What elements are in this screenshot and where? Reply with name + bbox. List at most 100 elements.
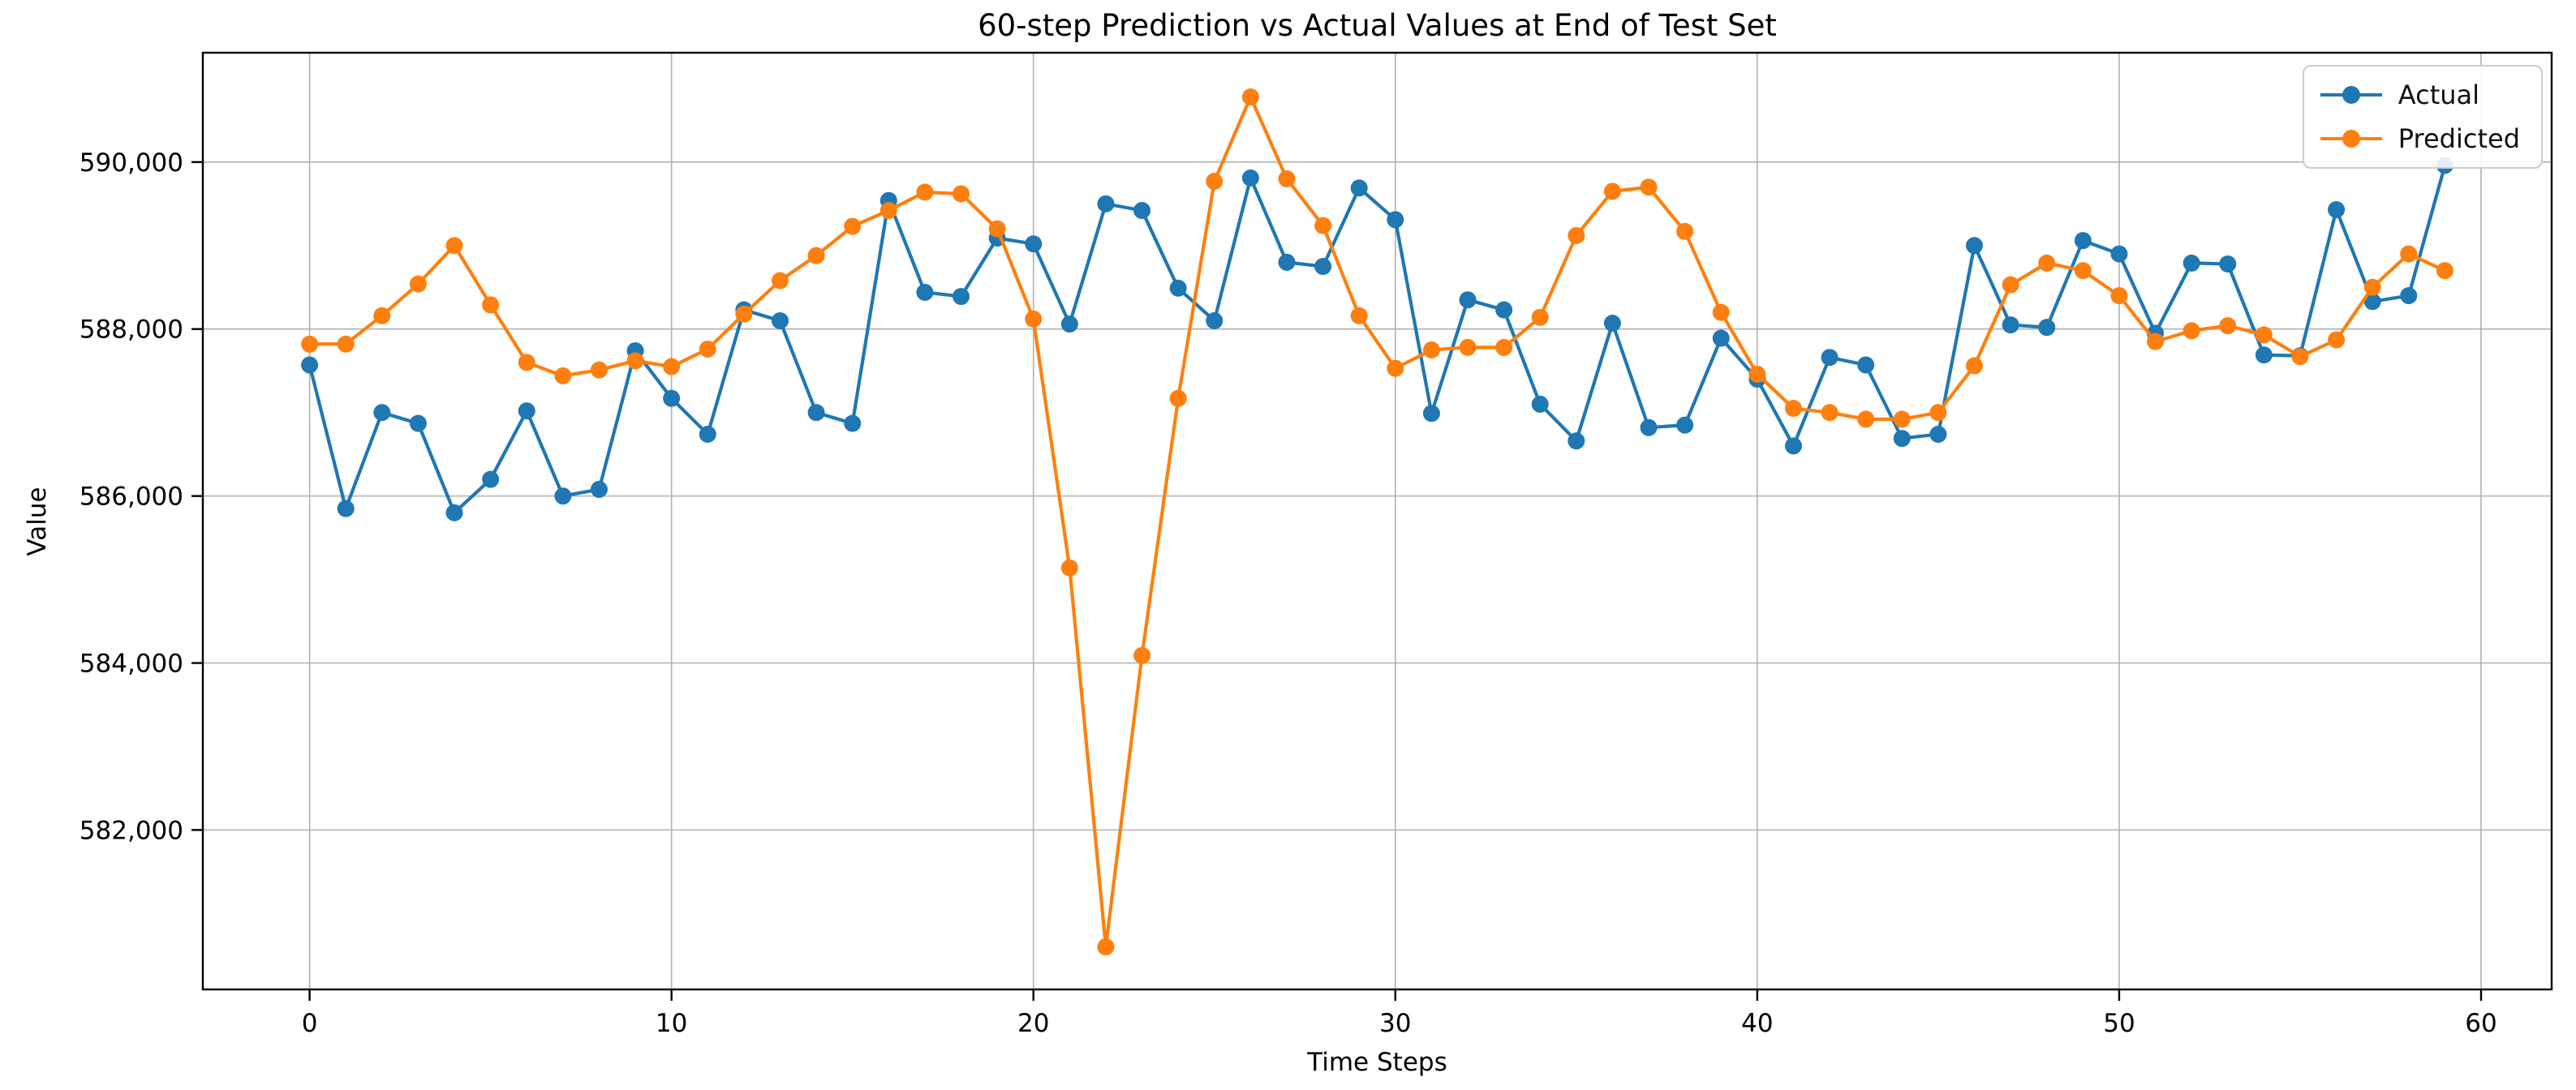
series-actual-marker [1676,416,1694,434]
y-tick-label: 582,000 [80,816,183,845]
series-actual-marker [1966,237,1984,255]
series-predicted-marker [844,217,862,235]
series-actual-marker [1784,437,1802,455]
series-actual-marker [1531,395,1549,413]
series-predicted-marker [1603,182,1621,200]
series-actual-marker [1893,430,1911,448]
series-predicted-marker [445,237,463,255]
series-predicted-marker [518,354,535,371]
series-predicted-line [307,95,2447,949]
series-predicted-marker [1241,88,1259,106]
series-predicted-marker [2038,254,2056,272]
series-actual-marker [2110,245,2128,263]
series-predicted-marker [1097,938,1115,955]
series-predicted-marker [1278,170,1296,187]
series-actual-marker [807,404,825,422]
series-predicted-marker [1568,226,1585,244]
series-actual-marker [409,414,427,432]
x-tick-label: 10 [656,1009,687,1038]
series-predicted-marker [337,335,355,353]
series-actual-marker [590,480,608,498]
x-tick-label: 20 [1017,1009,1049,1038]
legend-swatch-predicted [2320,130,2382,148]
series-actual-marker [1387,211,1404,229]
series-predicted-marker [916,183,934,201]
series-predicted-marker [953,185,970,203]
x-tick-label: 50 [2103,1009,2135,1038]
series-predicted-marker [2291,348,2309,366]
series-actual-marker [1495,301,1513,319]
series-predicted-marker [2255,326,2273,344]
series-predicted-marker [2110,287,2128,305]
series-predicted-marker [1314,217,1332,234]
series-predicted-marker [1206,173,1223,191]
series-actual-marker [699,425,716,443]
legend-item-predicted: Predicted [2320,118,2520,159]
series-predicted-marker [1387,359,1404,377]
y-tick-label: 584,000 [80,650,183,679]
series-predicted-marker [2002,276,2019,294]
series-actual-marker [1857,356,1875,374]
series-predicted-marker [663,358,681,375]
series-actual-marker [2002,316,2019,334]
x-tick-label: 0 [302,1009,318,1038]
series-predicted-marker [1422,341,1440,358]
series-predicted-marker [2363,278,2381,296]
series-actual-marker [2074,232,2092,250]
series-predicted-marker [626,352,644,370]
series-actual-marker [554,487,572,505]
series-predicted-marker [1169,389,1187,407]
series-predicted-marker [1060,559,1078,577]
series-predicted-marker [735,305,753,323]
series-predicted-marker [409,275,427,293]
series-actual-marker [337,500,355,517]
series-actual-marker [1422,405,1440,423]
series-predicted-marker [2074,262,2092,280]
series-actual-marker [482,470,500,488]
series-actual-marker [1314,258,1332,276]
y-tick-label: 590,000 [80,148,183,178]
series-predicted-marker [1459,338,1477,356]
series-predicted-marker [1676,222,1694,240]
legend-label-actual: Actual [2398,79,2480,110]
series-predicted-marker [1025,310,1043,328]
series-actual-marker [1712,329,1730,347]
y-tick-label: 588,000 [80,315,183,345]
series-predicted-marker [2219,317,2237,335]
series-actual-marker [1206,311,1223,329]
series-actual-marker [445,504,463,521]
series-predicted-marker [1495,338,1513,356]
plot-frame [201,51,2553,991]
series-actual-marker [2255,346,2273,364]
series-predicted-marker [771,272,789,290]
series-actual-marker [1133,202,1151,220]
series-actual-marker [1097,195,1115,212]
series-actual-marker [1241,169,1259,187]
series-predicted-marker [1821,404,1838,422]
series-predicted-marker [1350,307,1368,324]
series-predicted-marker [2400,245,2418,263]
series-actual-marker [1169,279,1187,297]
series-actual-marker [663,389,681,407]
series-actual-marker [1278,253,1296,271]
series-actual-marker [2400,287,2418,305]
series-predicted-marker [2183,322,2200,340]
series-predicted-marker [2147,333,2165,350]
series-actual-marker [916,283,934,301]
series-predicted-marker [1966,357,1984,375]
series-actual-marker [301,356,319,374]
series-predicted-marker [1784,400,1802,418]
series-actual-marker [2183,254,2200,272]
series-actual-marker [1459,291,1477,309]
series-actual-marker [1640,418,1658,436]
x-tick-label: 40 [1741,1009,1773,1038]
series-actual-marker [1929,425,1947,443]
series-actual-marker [1603,315,1621,333]
legend-swatch-actual [2320,86,2382,104]
series-predicted-marker [590,361,608,379]
legend-label-predicted: Predicted [2398,123,2520,154]
y-tick-label: 586,000 [80,483,183,512]
series-predicted-marker [2328,331,2346,349]
